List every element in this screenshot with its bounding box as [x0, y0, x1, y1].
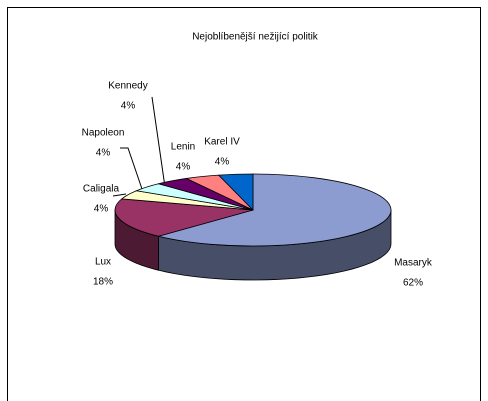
data-label-name: Caligala — [83, 184, 120, 195]
data-label-value: 4% — [96, 148, 111, 159]
data-label-value: 4% — [121, 101, 136, 112]
leader-line — [151, 96, 166, 188]
data-label-name: Lenin — [171, 142, 195, 153]
data-label-name: Napoleon — [82, 128, 125, 139]
slice — [156, 173, 392, 247]
data-label-name: Kennedy — [108, 81, 147, 92]
data-label-name: Lux — [95, 257, 111, 268]
data-label-name: Karel IV — [204, 137, 240, 148]
slice — [114, 198, 254, 237]
data-label-value: 4% — [215, 157, 230, 168]
data-label-value: 4% — [176, 162, 191, 173]
data-label-value: 4% — [94, 204, 109, 215]
leader-line — [120, 147, 143, 190]
data-label-value: 18% — [93, 277, 113, 288]
data-label-value: 62% — [403, 278, 423, 289]
chart-title: Nejoblíbenější nežijící politik — [192, 32, 319, 43]
leader-line — [112, 193, 127, 197]
data-label-name: Masaryk — [394, 258, 433, 269]
slice — [217, 173, 254, 211]
